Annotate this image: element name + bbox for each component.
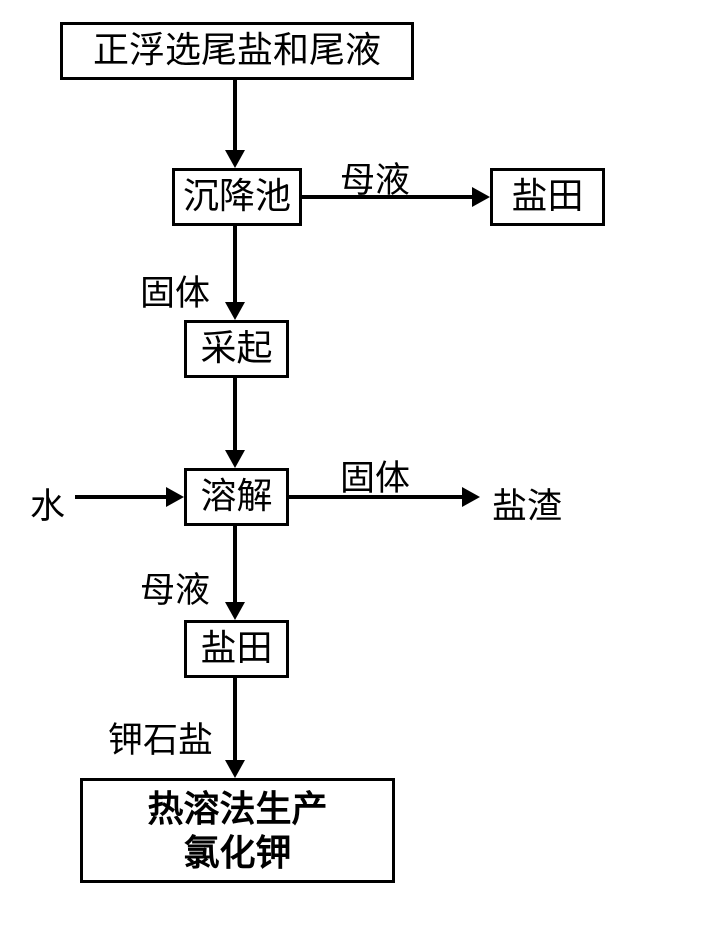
label-solid-2: 固体 [340, 450, 410, 501]
node-salt-field-1: 盐田 [490, 168, 605, 226]
label-sylvinite: 钾石盐 [108, 712, 213, 763]
node-settling-tank: 沉降池 [172, 168, 302, 226]
label-water: 水 [30, 478, 65, 529]
node-salt-field-2: 盐田 [184, 620, 289, 678]
node-dissolve: 溶解 [184, 468, 289, 526]
label-mother-liquor-1: 母液 [340, 152, 410, 203]
label-solid-1: 固体 [140, 265, 210, 316]
label-salt-residue: 盐渣 [492, 478, 562, 529]
node-final-product: 热溶法生产氯化钾 [80, 778, 395, 883]
label-mother-liquor-2: 母液 [140, 562, 210, 613]
node-collect: 采起 [184, 320, 289, 378]
node-start: 正浮选尾盐和尾液 [60, 22, 414, 80]
